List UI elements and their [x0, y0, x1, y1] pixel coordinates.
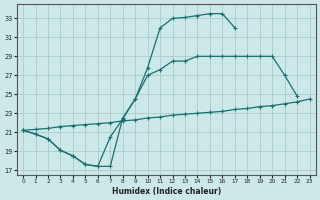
- X-axis label: Humidex (Indice chaleur): Humidex (Indice chaleur): [112, 187, 221, 196]
